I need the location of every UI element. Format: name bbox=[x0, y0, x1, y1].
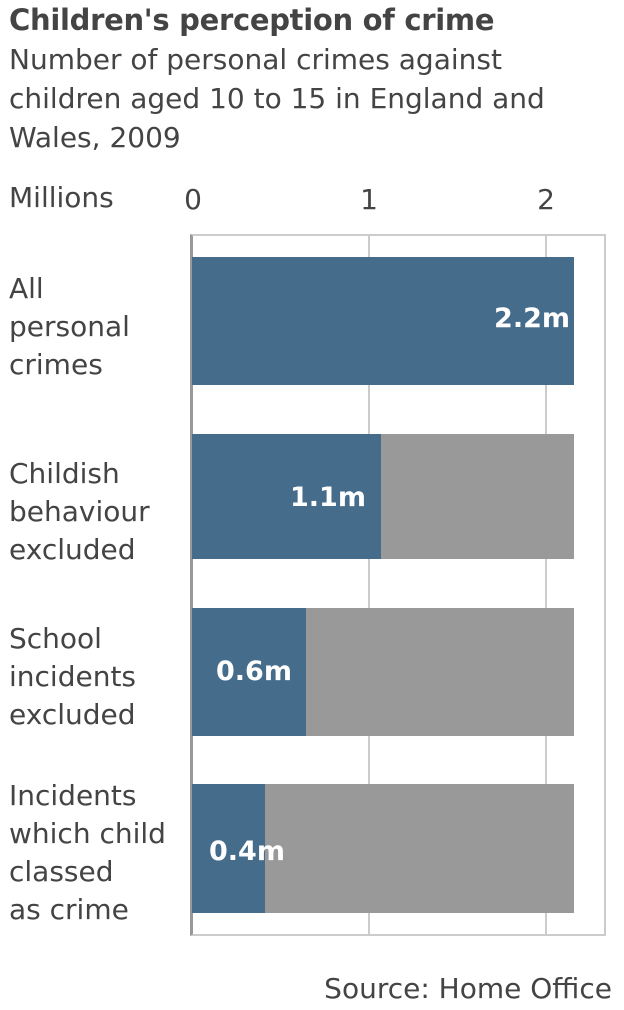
bar-value-label: 1.1m bbox=[290, 482, 366, 513]
label-line: All bbox=[9, 272, 44, 305]
bar-school-incidents-excluded bbox=[192, 608, 306, 736]
gridline-2 bbox=[545, 234, 547, 936]
bar-value-label: 2.2m bbox=[494, 303, 570, 334]
label-line: behaviour bbox=[9, 495, 150, 528]
bar-all-personal-crimes bbox=[192, 257, 574, 385]
label-line: classed bbox=[9, 855, 114, 888]
bar-value-label: 0.6m bbox=[216, 656, 292, 687]
label-line: excluded bbox=[9, 698, 136, 731]
bar-value-label: 0.4m bbox=[209, 836, 285, 867]
x-tick-0: 0 bbox=[184, 183, 202, 216]
x-tick-2: 2 bbox=[537, 183, 555, 216]
label-line: excluded bbox=[9, 533, 136, 566]
chart-subtitle: Number of personal crimes against childr… bbox=[9, 43, 545, 154]
label-line: personal bbox=[9, 310, 130, 343]
bar-childish-behaviour-excluded bbox=[192, 434, 381, 559]
chart-title: Children's perception of crime bbox=[9, 3, 495, 37]
category-label-childish-behaviour-excluded: Childish behaviour excluded bbox=[9, 455, 150, 569]
label-line: School bbox=[9, 622, 102, 655]
plot-frame bbox=[190, 234, 606, 936]
x-tick-1: 1 bbox=[360, 183, 378, 216]
label-line: Incidents bbox=[9, 779, 137, 812]
label-line: crimes bbox=[9, 348, 103, 381]
label-line: incidents bbox=[9, 660, 137, 693]
category-label-incidents-which-child-classed-as-crime: Incidents which child classed as crime bbox=[9, 777, 166, 929]
category-label-school-incidents-excluded: School incidents excluded bbox=[9, 620, 136, 734]
gridline-1 bbox=[368, 234, 370, 936]
bar-incidents-child-classed-as-crime bbox=[192, 784, 265, 913]
label-line: Childish bbox=[9, 457, 120, 490]
label-line: as crime bbox=[9, 893, 129, 926]
category-label-all-personal-crimes: All personal crimes bbox=[9, 270, 130, 384]
source-note: Source: Home Office bbox=[324, 972, 612, 1005]
label-line: which child bbox=[9, 817, 166, 850]
axis-unit-label: Millions bbox=[9, 181, 114, 214]
